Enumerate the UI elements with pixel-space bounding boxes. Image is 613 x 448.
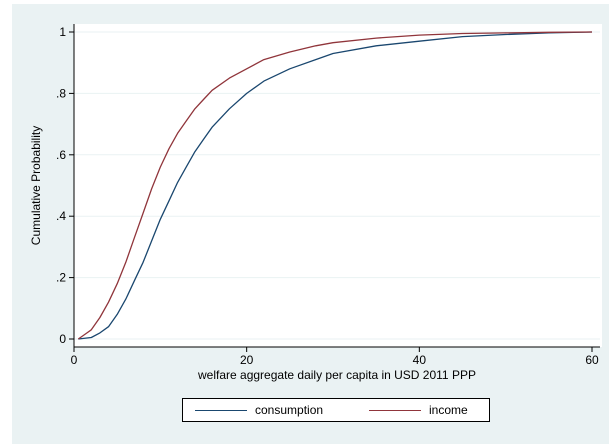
y-tick-label: 0 [59,332,66,346]
plot-area [74,24,602,347]
x-tick-label: 60 [585,353,599,367]
legend-swatch-income [369,409,421,411]
legend: consumption income [182,398,490,422]
y-tick-label: 1 [59,25,66,39]
x-tick-label: 0 [71,353,78,367]
x-tick-label: 20 [240,353,254,367]
series-line-income [77,31,593,340]
legend-item-consumption: consumption [195,403,323,417]
y-tick-label: .2 [56,271,66,285]
x-axis-label: welfare aggregate daily per capita in US… [197,368,476,382]
x-tick-label: 40 [413,353,427,367]
legend-label-consumption: consumption [255,403,324,417]
legend-label-income: income [429,403,468,417]
series-line-consumption [78,31,593,340]
gridlines [74,31,600,340]
axes: 0 .2 .4 .6 .8 1 0 20 40 60 [56,24,600,367]
y-axis-label: Cumulative Probability [29,126,43,245]
legend-item-income: income [369,403,468,417]
y-tick-label: .6 [56,148,66,162]
y-tick-label: .8 [56,86,66,100]
series-lines [77,31,593,340]
y-tick-label: .4 [56,209,66,223]
legend-swatch-consumption [195,409,247,411]
